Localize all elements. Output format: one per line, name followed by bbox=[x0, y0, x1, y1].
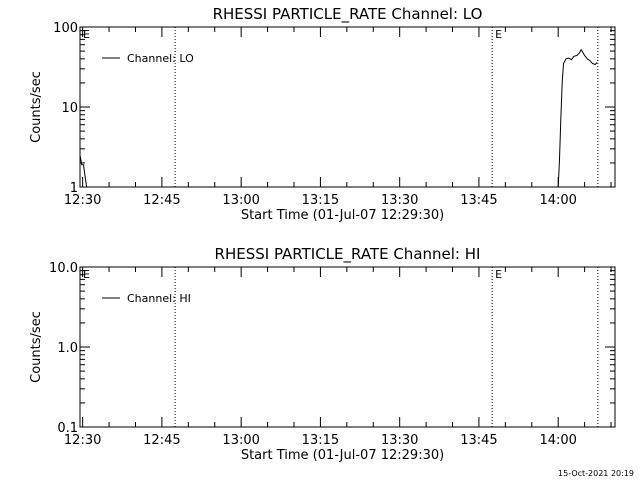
x-tick-label: 12:30 bbox=[64, 193, 101, 208]
plot-frame bbox=[79, 26, 616, 188]
y-tick-label: 1.0 bbox=[57, 341, 78, 356]
series-line bbox=[79, 155, 88, 188]
x-tick-label: 12:30 bbox=[64, 433, 101, 448]
x-tick-label: 14:00 bbox=[539, 433, 576, 448]
vertical-marker-label: E bbox=[83, 268, 90, 281]
chart-2: RHESSI PARTICLE_RATE Channel: HI 0.1 1.0 10… bbox=[29, 245, 616, 463]
x-tick-label: 13:30 bbox=[381, 433, 418, 448]
y-tick-label: 10 bbox=[61, 101, 78, 116]
x-tick-label: 13:00 bbox=[222, 433, 259, 448]
x-axis-label: Start Time (01-Jul-07 12:29:30) bbox=[241, 448, 444, 463]
y-axis-label: Counts/sec bbox=[29, 71, 44, 143]
x-tick-label: 13:30 bbox=[381, 193, 418, 208]
y-tick-label: 0.1 bbox=[57, 421, 78, 436]
y-tick-label: 1 bbox=[70, 181, 78, 196]
legend-label: Channel: HI bbox=[127, 292, 191, 305]
footer-timestamp: 15-Oct-2021 20:19 bbox=[558, 469, 634, 478]
chart-title: RHESSI PARTICLE_RATE Channel: LO bbox=[213, 5, 483, 24]
plot-frame bbox=[79, 266, 616, 428]
legend-label: Channel: LO bbox=[127, 52, 194, 65]
vertical-marker-label: E bbox=[83, 28, 90, 41]
y-tick-label: 10.0 bbox=[49, 261, 78, 276]
x-tick-label: 13:00 bbox=[222, 193, 259, 208]
x-tick-label: 12:45 bbox=[143, 193, 180, 208]
y-axis-label: Counts/sec bbox=[29, 311, 44, 383]
series-line bbox=[557, 48, 598, 188]
x-tick-label: 14:00 bbox=[539, 193, 576, 208]
y-tick-label: 100 bbox=[53, 21, 78, 36]
x-axis-label: Start Time (01-Jul-07 12:29:30) bbox=[241, 208, 444, 223]
chart-title: RHESSI PARTICLE_RATE Channel: HI bbox=[215, 245, 481, 264]
x-tick-label: 13:45 bbox=[460, 193, 497, 208]
x-tick-label: 12:45 bbox=[143, 433, 180, 448]
vertical-marker-label: E bbox=[495, 28, 502, 41]
x-tick-label: 13:15 bbox=[302, 193, 339, 208]
vertical-marker-label: E bbox=[495, 268, 502, 281]
x-tick-label: 13:15 bbox=[302, 433, 339, 448]
chart-1: RHESSI PARTICLE_RATE Channel: LO 1 10 100 12… bbox=[29, 5, 616, 223]
x-tick-label: 13:45 bbox=[460, 433, 497, 448]
